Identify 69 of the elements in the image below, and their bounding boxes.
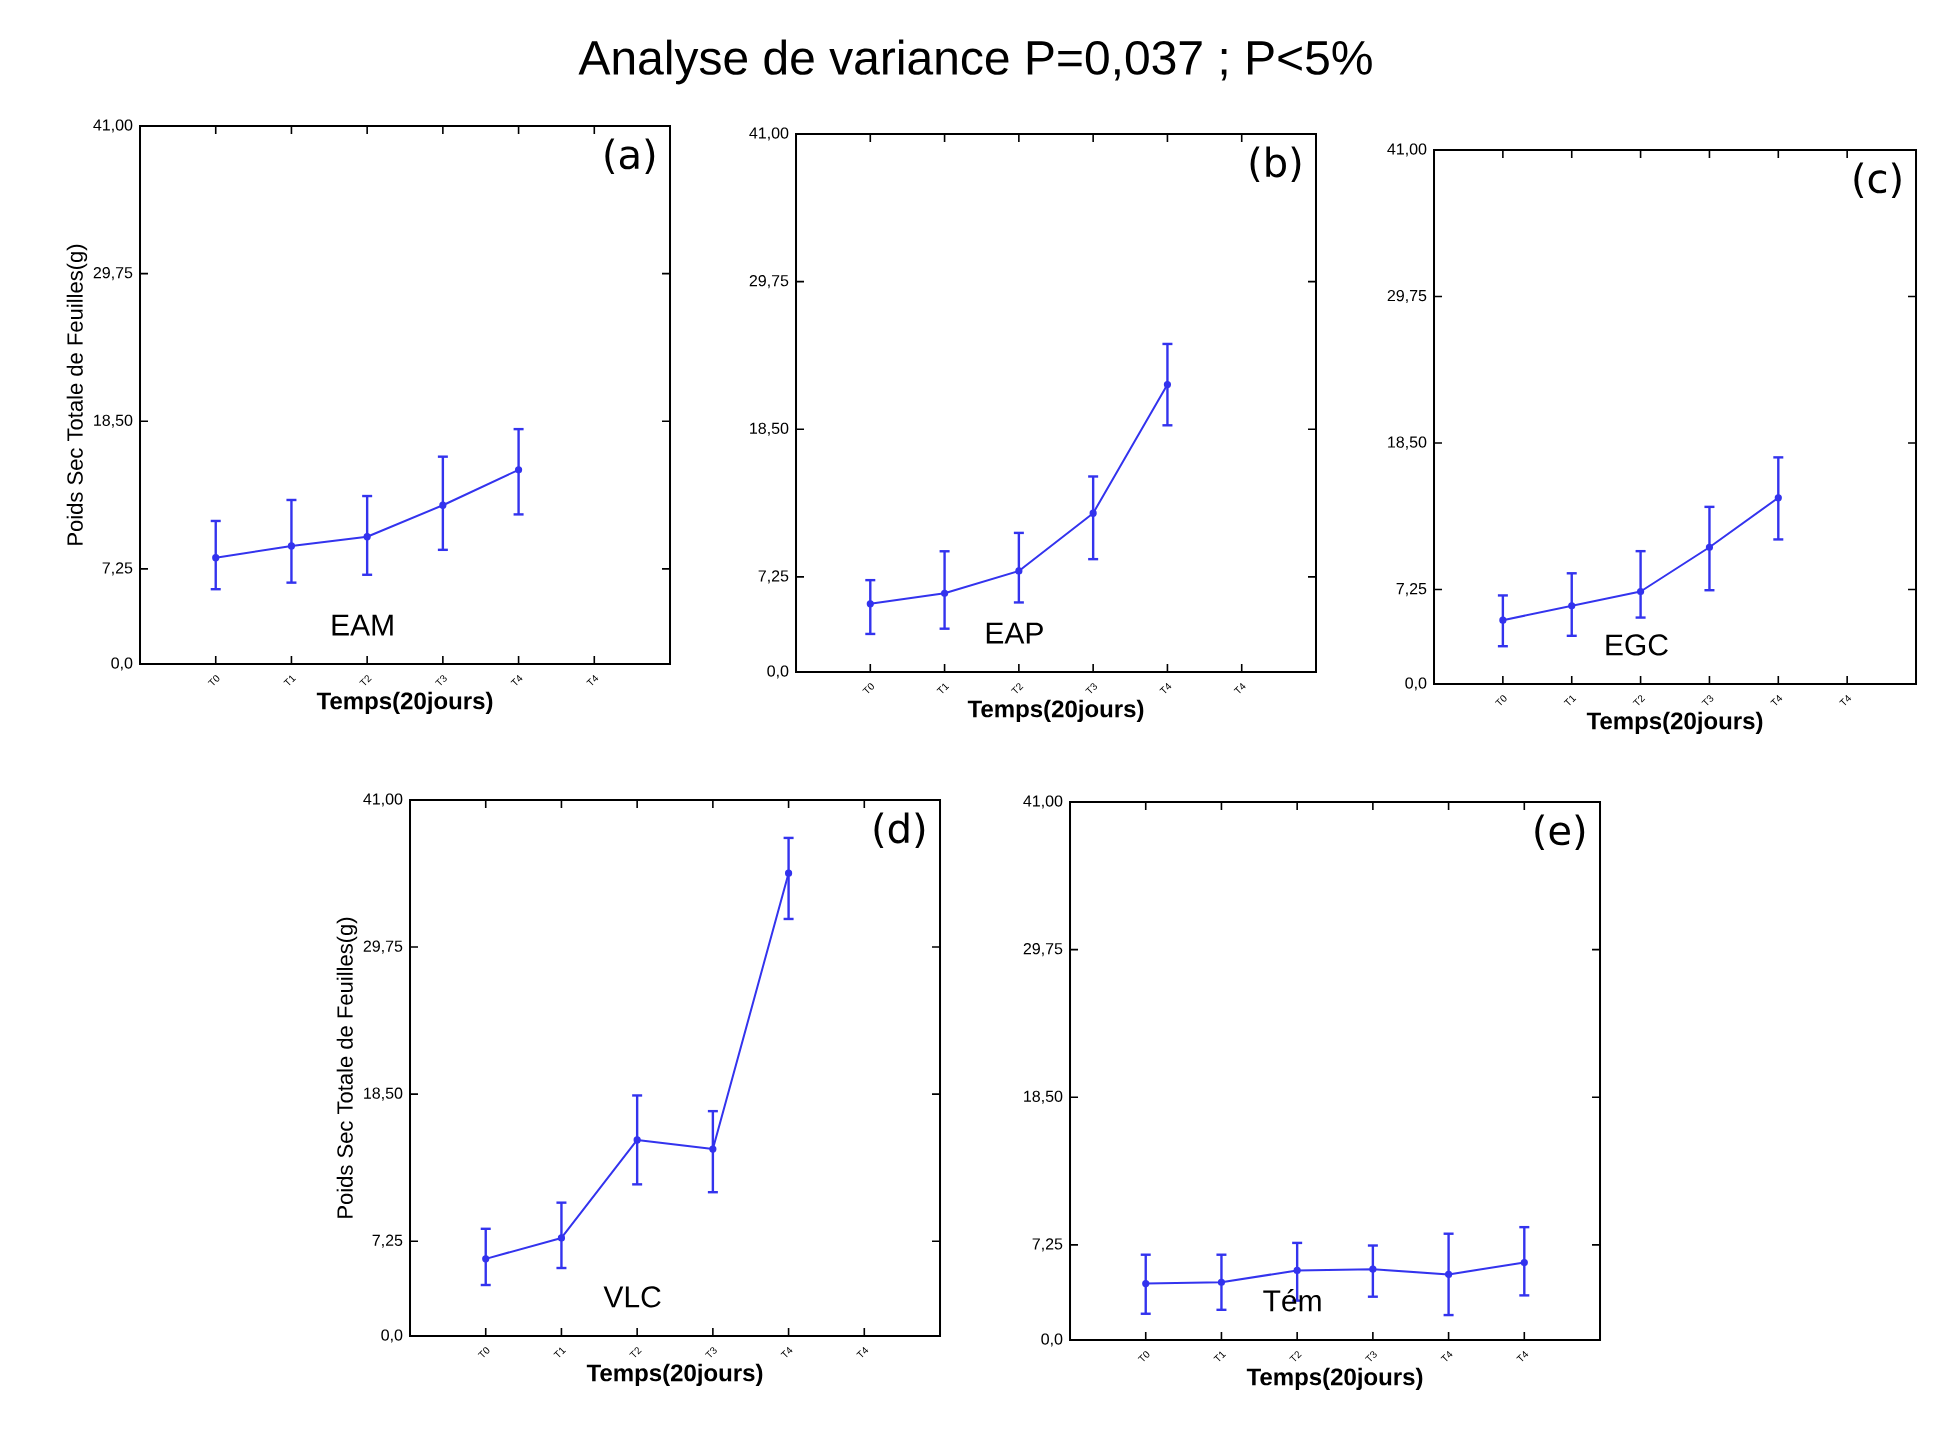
point: [709, 1145, 717, 1153]
y-tick-label: 29,75: [1023, 943, 1063, 957]
point: [940, 589, 949, 597]
y-tick-label: 0,0: [1405, 677, 1427, 691]
y-tick-label: 29,75: [93, 267, 133, 281]
point: [1015, 567, 1023, 575]
y-tick-label: 7,25: [1396, 582, 1427, 597]
point: [1774, 494, 1782, 502]
y-tick-label: 41,00: [363, 793, 403, 807]
y-tick-label: 41,00: [93, 119, 133, 133]
x-axis-title: Temps(20jours): [586, 1363, 763, 1387]
x-axis-title: Temps(20jours): [316, 691, 493, 715]
y-tick-label: 7,25: [372, 1234, 403, 1248]
y-tick-label: 41,00: [749, 127, 789, 141]
x-axis-title: Temps(20jours): [967, 699, 1144, 723]
point: [557, 1234, 566, 1242]
annotation: (e): [1535, 814, 1585, 851]
point: [514, 466, 523, 474]
point: [1163, 381, 1172, 389]
y-tick-label: 18,50: [94, 414, 133, 428]
y-tick-label: 0,0: [1041, 1333, 1063, 1347]
point: [1444, 1270, 1453, 1278]
y-tick-label: 18,50: [1024, 1090, 1063, 1104]
annotation: EAM: [332, 614, 393, 636]
point: [287, 542, 296, 550]
annotation: Tém: [1263, 1289, 1321, 1312]
y-tick-label: 29,75: [363, 940, 403, 954]
annotation: (c): [1854, 162, 1901, 199]
point: [784, 869, 793, 877]
point: [439, 501, 447, 509]
y-tick-label: 7,25: [758, 570, 789, 584]
point: [212, 554, 220, 562]
annotation: (b): [1250, 146, 1301, 183]
annotation: EGC: [1606, 634, 1668, 656]
point: [1636, 587, 1645, 596]
annotation: EAP: [986, 622, 1043, 644]
x-axis-title: Temps(20jours): [1246, 1367, 1423, 1391]
y-tick-label: 18,50: [364, 1087, 403, 1101]
y-axis-title: Poids Sec Totale de Feuilles(g): [66, 244, 88, 545]
annotation: (a): [605, 138, 655, 175]
point: [1293, 1266, 1301, 1275]
annotation: VLC: [603, 1286, 661, 1308]
point: [1142, 1279, 1150, 1288]
x-axis-title: Temps(20jours): [1586, 711, 1763, 735]
y-axis-title: Poids Sec Totale de Feuilles(g): [336, 917, 358, 1218]
y-tick-label: 18,50: [750, 422, 789, 436]
y-tick-label: 41,00: [1023, 795, 1063, 809]
point: [1089, 509, 1097, 517]
point: [363, 533, 371, 541]
point: [1568, 602, 1576, 610]
y-tick-label: 41,00: [1387, 143, 1427, 157]
point: [1499, 616, 1507, 624]
y-tick-label: 7,25: [102, 562, 133, 576]
point: [633, 1136, 641, 1144]
y-tick-label: 29,75: [1387, 289, 1427, 304]
y-tick-label: 0,0: [381, 1329, 403, 1343]
point: [1217, 1278, 1226, 1286]
point: [482, 1255, 490, 1263]
point: [866, 600, 874, 608]
point: [1705, 543, 1714, 551]
y-tick-label: 7,25: [1032, 1238, 1063, 1252]
chart-title: Analyse de variance P=0,037 ; P<5%: [578, 39, 1372, 85]
y-tick-label: 18,50: [1388, 436, 1427, 450]
y-tick-label: 0,0: [111, 657, 133, 671]
point: [1369, 1265, 1377, 1273]
y-tick-label: 0,0: [767, 665, 789, 679]
y-tick-label: 29,75: [749, 275, 789, 289]
point: [1520, 1258, 1528, 1267]
annotation: (d): [874, 812, 925, 849]
